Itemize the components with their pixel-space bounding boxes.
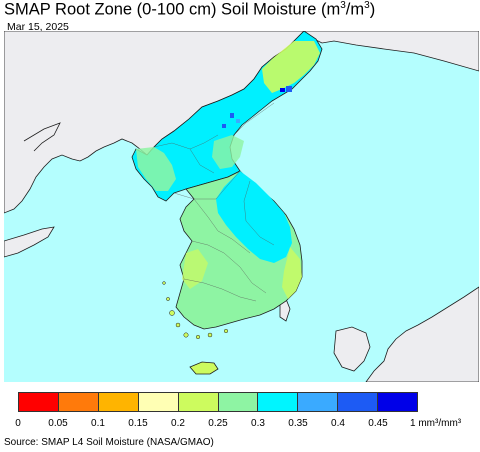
jeju-island: [189, 361, 219, 375]
wet-pixel: [280, 88, 285, 92]
shandong-peninsula: [4, 226, 55, 258]
south-korea-east-wet-zone: [216, 171, 292, 263]
legend-tick: 0.35: [288, 418, 308, 429]
legend-unit: 1 mm³/mm³: [410, 418, 462, 429]
legend-swatch: [338, 393, 379, 411]
wet-pixel: [230, 113, 234, 118]
north-korea-west-zone: [136, 147, 176, 191]
source-credit: Source: SMAP L4 Soil Moisture (NASA/GMAO…: [4, 437, 214, 448]
kyushu-island: [333, 326, 371, 372]
soil-moisture-map: [4, 31, 479, 382]
legend-swatch: [138, 393, 179, 411]
north-korea-coast-zone: [212, 135, 244, 169]
south-korea-southeast-zone: [282, 247, 302, 299]
russia-landmass: [303, 31, 479, 72]
legend-swatch: [58, 393, 99, 411]
province-borders: [153, 102, 275, 302]
legend-tick: 0.1: [91, 418, 105, 429]
japan-landmass: [365, 286, 479, 382]
southwest-islands: [162, 281, 229, 340]
legend-tick: 0.2: [171, 418, 185, 429]
south-korea-west-zone: [182, 249, 208, 289]
liaodong-coast: [23, 122, 61, 152]
legend-tick: 0.05: [48, 418, 68, 429]
legend-tick: 0.25: [208, 418, 228, 429]
legend-tick: 0.4: [331, 418, 345, 429]
legend-swatch: [218, 393, 259, 411]
wet-pixel: [222, 124, 226, 128]
map-title: SMAP Root Zone (0-100 cm) Soil Moisture …: [4, 0, 376, 19]
legend-swatch: [98, 393, 139, 411]
legend-tick: 0.3: [251, 418, 265, 429]
color-scale-bar: [18, 392, 418, 412]
wet-pixel: [286, 86, 292, 92]
legend-swatch: [298, 393, 339, 411]
legend-swatch: [19, 393, 59, 411]
legend-swatch: [378, 393, 418, 411]
north-korea-northeast-zone: [262, 41, 320, 93]
map-date: Mar 15, 2025: [7, 21, 69, 33]
legend-swatch: [258, 393, 299, 411]
legend-tick: 0.45: [368, 418, 388, 429]
map-canvas: [4, 31, 479, 382]
wet-pixel: [236, 119, 240, 123]
legend-tick: 0.15: [128, 418, 148, 429]
legend-tick: 0: [15, 418, 21, 429]
legend-swatch: [178, 393, 219, 411]
